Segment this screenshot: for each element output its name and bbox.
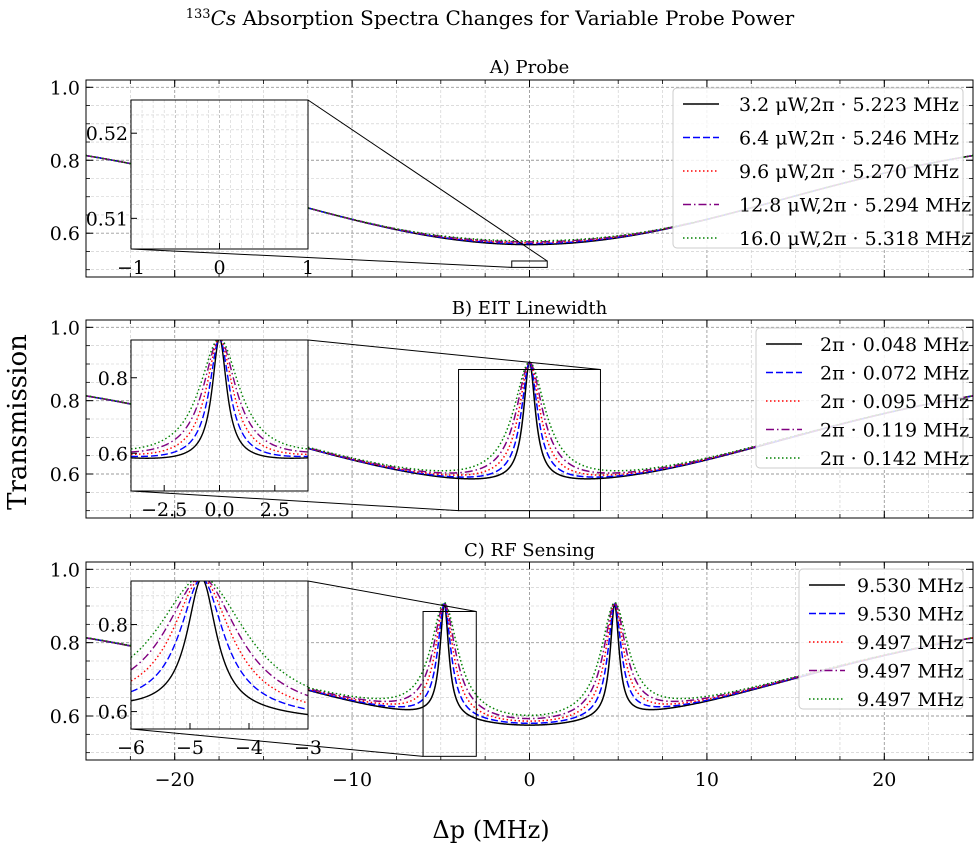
- series-line-3: [86, 154, 973, 244]
- panel-3: −20 −10 0 10 200.60.81.0C) RF Sensing−6 −5 −4−…: [50, 540, 974, 791]
- legend-label: 2π · 0.072 MHz: [820, 363, 969, 385]
- legend-label: 2π · 0.048 MHz: [820, 334, 969, 356]
- legend: 3.2 μW,2π · 5.223 MHz 6.4 μW,2π · 5.246 M…: [672, 87, 971, 250]
- x-tick-label: 10: [695, 769, 719, 791]
- title-mass-number: 133: [186, 7, 211, 22]
- inset-x-tick-label: −5: [176, 737, 204, 759]
- x-tick-label: −10: [332, 769, 372, 791]
- legend-label: 9.497 MHz: [857, 632, 963, 654]
- inset-axes: −2.5 0.0 2.5 0.6 0.8: [98, 339, 309, 521]
- inset-series-line-1: [131, 581, 308, 716]
- legend: 9.530 MHz 9.530 MHz 9.497 MHz 9.497 MHz 9.49…: [798, 568, 964, 711]
- inset-x-tick-label: 0.0: [204, 499, 234, 521]
- inset-x-tick-label: −6: [117, 737, 145, 759]
- inset-x-tick-label: 1: [302, 257, 314, 279]
- title-rest: Absorption Spectra Changes for Variable …: [236, 6, 795, 30]
- zoom-connector: [130, 248, 512, 268]
- zoom-region-box: [511, 260, 548, 268]
- legend-box: [672, 87, 964, 249]
- inset-y-tick-label: 0.51: [86, 208, 128, 230]
- inset-axes: −6 −5 −4 −3 0.6 0.8: [98, 580, 322, 759]
- zoom-connector: [130, 728, 424, 757]
- inset-series-line-2: [131, 340, 308, 458]
- inset-x-tick-label: −3: [294, 737, 322, 759]
- zoom-connector: [307, 99, 548, 262]
- legend-label: 2π · 0.119 MHz: [820, 420, 969, 442]
- inset-y-tick-label: 0.6: [98, 443, 128, 465]
- series-line-5: [86, 154, 973, 242]
- panel-1: 0.6 0.8 1.0 A) Probe −1 0 1 0.51 0.52 3.2 μW,2π ·…: [50, 57, 974, 279]
- legend-label: 12.8 μW,2π · 5.294 MHz: [739, 195, 971, 217]
- y-tick-label: 0.6: [50, 706, 80, 728]
- inset-x-tick-label: 0: [213, 257, 225, 279]
- y-tick-label: 1.0: [50, 77, 80, 99]
- zoom-connector: [307, 339, 601, 370]
- zoom-region-box: [422, 611, 477, 757]
- x-axis-label: Δp (MHz): [432, 816, 549, 844]
- legend-label: 9.497 MHz: [857, 661, 963, 683]
- y-tick-label: 0.6: [50, 464, 80, 486]
- legend-label: 3.2 μW,2π · 5.223 MHz: [739, 94, 959, 116]
- y-tick-label: 0.8: [50, 633, 80, 655]
- inset-series-line-1: [131, 340, 308, 459]
- inset-frame: [130, 580, 309, 730]
- x-tick-label: 20: [872, 769, 896, 791]
- y-tick-label: 0.8: [50, 391, 80, 413]
- y-tick-label: 0.8: [50, 150, 80, 172]
- figure-title: 133Cs Absorption Spectra Changes for Var…: [186, 6, 795, 30]
- inset-series-line-3: [131, 340, 308, 456]
- panel-2: 0.6 0.8 1.0 B) EIT Linewidth −2.5 0.0 2.5 0.6 0.…: [50, 298, 974, 521]
- inset-series: [131, 581, 308, 716]
- inset-series-line-5: [131, 581, 308, 688]
- panel-title: B) EIT Linewidth: [452, 298, 608, 319]
- inset-x-tick-label: −1: [117, 257, 145, 279]
- inset-series: [131, 340, 308, 459]
- zoom-region-box: [458, 369, 601, 512]
- y-tick-label: 1.0: [50, 317, 80, 339]
- legend-label: 9.497 MHz: [857, 689, 963, 711]
- panels: 0.60.81.0A) Probe−1 0 10.510.523.2 μW,2π ·…: [50, 57, 974, 791]
- inset-x-tick-label: 2.5: [260, 499, 290, 521]
- legend-box: [755, 327, 964, 469]
- y-tick-label: 1.0: [50, 559, 80, 581]
- inset-y-tick-label: 0.52: [86, 123, 128, 145]
- zoom-connector: [307, 580, 477, 612]
- title-element: Cs: [211, 6, 237, 30]
- panel-title: C) RF Sensing: [464, 540, 595, 561]
- x-tick-label: 0: [523, 769, 535, 791]
- y-tick-label: 0.6: [50, 223, 80, 245]
- inset-series-line-3: [131, 581, 308, 704]
- inset-x-tick-label: −2.5: [141, 499, 187, 521]
- legend-label: 2π · 0.095 MHz: [820, 391, 969, 413]
- inset-x-tick-label: −4: [235, 737, 263, 759]
- panel-title: A) Probe: [489, 57, 569, 78]
- legend-label: 9.530 MHz: [857, 604, 963, 626]
- y-axis-label: Transmission: [3, 334, 33, 510]
- legend-label: 16.0 μW,2π · 5.318 MHz: [739, 228, 971, 250]
- inset-y-tick-label: 0.8: [98, 368, 128, 390]
- legend-box: [798, 568, 964, 710]
- legend-label: 6.4 μW,2π · 5.246 MHz: [739, 128, 959, 150]
- inset-y-tick-label: 0.6: [98, 702, 128, 724]
- inset-y-tick-label: 0.8: [98, 615, 128, 637]
- legend-label: 9.530 MHz: [857, 575, 963, 597]
- legend-label: 9.6 μW,2π · 5.270 MHz: [739, 161, 959, 183]
- x-tick-label: −20: [155, 769, 195, 791]
- zoom-connector: [130, 490, 459, 512]
- inset-series-line-2: [131, 581, 308, 711]
- inset-axes: −1 0 1 0.51 0.52: [86, 99, 314, 279]
- inset-series-line-4: [131, 581, 308, 697]
- legend: 2π · 0.048 MHz 2π · 0.072 MHz 2π · 0.095 M…: [755, 327, 969, 470]
- legend-label: 2π · 0.142 MHz: [820, 448, 969, 470]
